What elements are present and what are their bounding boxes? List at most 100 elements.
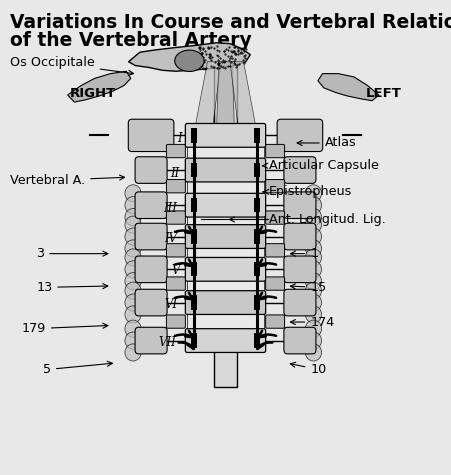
Text: II: II — [170, 167, 179, 180]
Text: of the Vertebral Artery: of the Vertebral Artery — [10, 31, 252, 50]
Circle shape — [125, 282, 141, 299]
Bar — [191, 229, 197, 244]
Circle shape — [305, 185, 322, 202]
Text: VI: VI — [164, 298, 177, 312]
Circle shape — [125, 240, 141, 257]
FancyBboxPatch shape — [284, 192, 316, 218]
Text: 13: 13 — [36, 281, 108, 294]
Circle shape — [125, 209, 141, 226]
Circle shape — [305, 228, 322, 245]
Text: 5: 5 — [43, 361, 112, 376]
Circle shape — [125, 332, 141, 349]
Text: I: I — [177, 132, 182, 145]
Circle shape — [305, 306, 322, 323]
FancyBboxPatch shape — [284, 327, 316, 354]
Text: 1: 1 — [290, 247, 318, 260]
FancyBboxPatch shape — [135, 157, 167, 183]
Polygon shape — [216, 62, 235, 133]
FancyBboxPatch shape — [185, 158, 266, 182]
Polygon shape — [194, 62, 221, 133]
Polygon shape — [230, 62, 257, 133]
Text: Os Occipitale: Os Occipitale — [10, 56, 133, 76]
Text: V: V — [172, 264, 180, 277]
FancyBboxPatch shape — [185, 257, 266, 281]
FancyBboxPatch shape — [277, 119, 322, 152]
Text: 174: 174 — [290, 315, 335, 329]
Circle shape — [125, 294, 141, 311]
Polygon shape — [68, 71, 131, 102]
Circle shape — [305, 216, 322, 233]
Bar — [187, 247, 264, 259]
FancyBboxPatch shape — [135, 327, 167, 354]
Bar — [187, 279, 264, 293]
FancyBboxPatch shape — [166, 244, 185, 257]
Ellipse shape — [175, 50, 204, 72]
Bar — [254, 295, 260, 310]
FancyBboxPatch shape — [166, 277, 185, 290]
FancyBboxPatch shape — [284, 223, 316, 250]
Circle shape — [305, 261, 322, 278]
Bar — [214, 62, 237, 387]
Text: Articular Capsule: Articular Capsule — [262, 159, 379, 172]
FancyBboxPatch shape — [266, 211, 285, 224]
Bar — [191, 295, 197, 310]
Bar — [187, 145, 264, 160]
Circle shape — [125, 185, 141, 202]
FancyBboxPatch shape — [284, 157, 316, 183]
FancyBboxPatch shape — [185, 124, 266, 147]
Circle shape — [305, 249, 322, 266]
Circle shape — [125, 261, 141, 278]
FancyBboxPatch shape — [128, 119, 174, 152]
FancyBboxPatch shape — [266, 144, 285, 158]
Text: IV: IV — [164, 232, 177, 246]
Bar — [191, 128, 197, 142]
FancyBboxPatch shape — [185, 193, 266, 217]
Circle shape — [305, 320, 322, 337]
Circle shape — [305, 332, 322, 349]
Circle shape — [125, 273, 141, 290]
Text: Atlas: Atlas — [297, 136, 356, 150]
Circle shape — [125, 216, 141, 233]
Circle shape — [125, 197, 141, 214]
FancyBboxPatch shape — [166, 180, 185, 193]
FancyBboxPatch shape — [166, 211, 185, 224]
Text: LEFT: LEFT — [365, 87, 401, 100]
Bar — [254, 128, 260, 142]
Bar — [191, 262, 197, 276]
FancyBboxPatch shape — [166, 315, 185, 328]
Bar — [191, 198, 197, 212]
Bar — [254, 333, 260, 348]
Bar — [187, 180, 264, 195]
FancyBboxPatch shape — [185, 225, 266, 248]
FancyBboxPatch shape — [266, 277, 285, 290]
FancyBboxPatch shape — [266, 315, 285, 328]
Text: Vertebral A.: Vertebral A. — [10, 174, 124, 187]
Bar — [187, 215, 264, 227]
FancyBboxPatch shape — [135, 223, 167, 250]
FancyBboxPatch shape — [266, 244, 285, 257]
FancyBboxPatch shape — [166, 144, 185, 158]
Text: 10: 10 — [290, 362, 327, 376]
Circle shape — [305, 344, 322, 361]
Polygon shape — [129, 43, 250, 71]
Text: VII: VII — [158, 336, 176, 350]
Text: Epistropheus: Epistropheus — [263, 185, 352, 199]
Bar — [191, 163, 197, 177]
Circle shape — [125, 344, 141, 361]
Circle shape — [125, 249, 141, 266]
Bar — [254, 229, 260, 244]
FancyBboxPatch shape — [185, 329, 266, 352]
FancyBboxPatch shape — [266, 180, 285, 193]
Text: III: III — [164, 201, 177, 215]
Bar — [254, 262, 260, 276]
Text: Variations In Course and Vertebral Relations: Variations In Course and Vertebral Relat… — [10, 13, 451, 32]
Circle shape — [305, 294, 322, 311]
Text: 179: 179 — [22, 322, 108, 335]
Bar — [254, 163, 260, 177]
Text: RIGHT: RIGHT — [70, 87, 116, 100]
FancyBboxPatch shape — [135, 289, 167, 316]
FancyBboxPatch shape — [284, 256, 316, 283]
Bar — [191, 333, 197, 348]
FancyBboxPatch shape — [135, 256, 167, 283]
Text: 3: 3 — [36, 247, 108, 260]
